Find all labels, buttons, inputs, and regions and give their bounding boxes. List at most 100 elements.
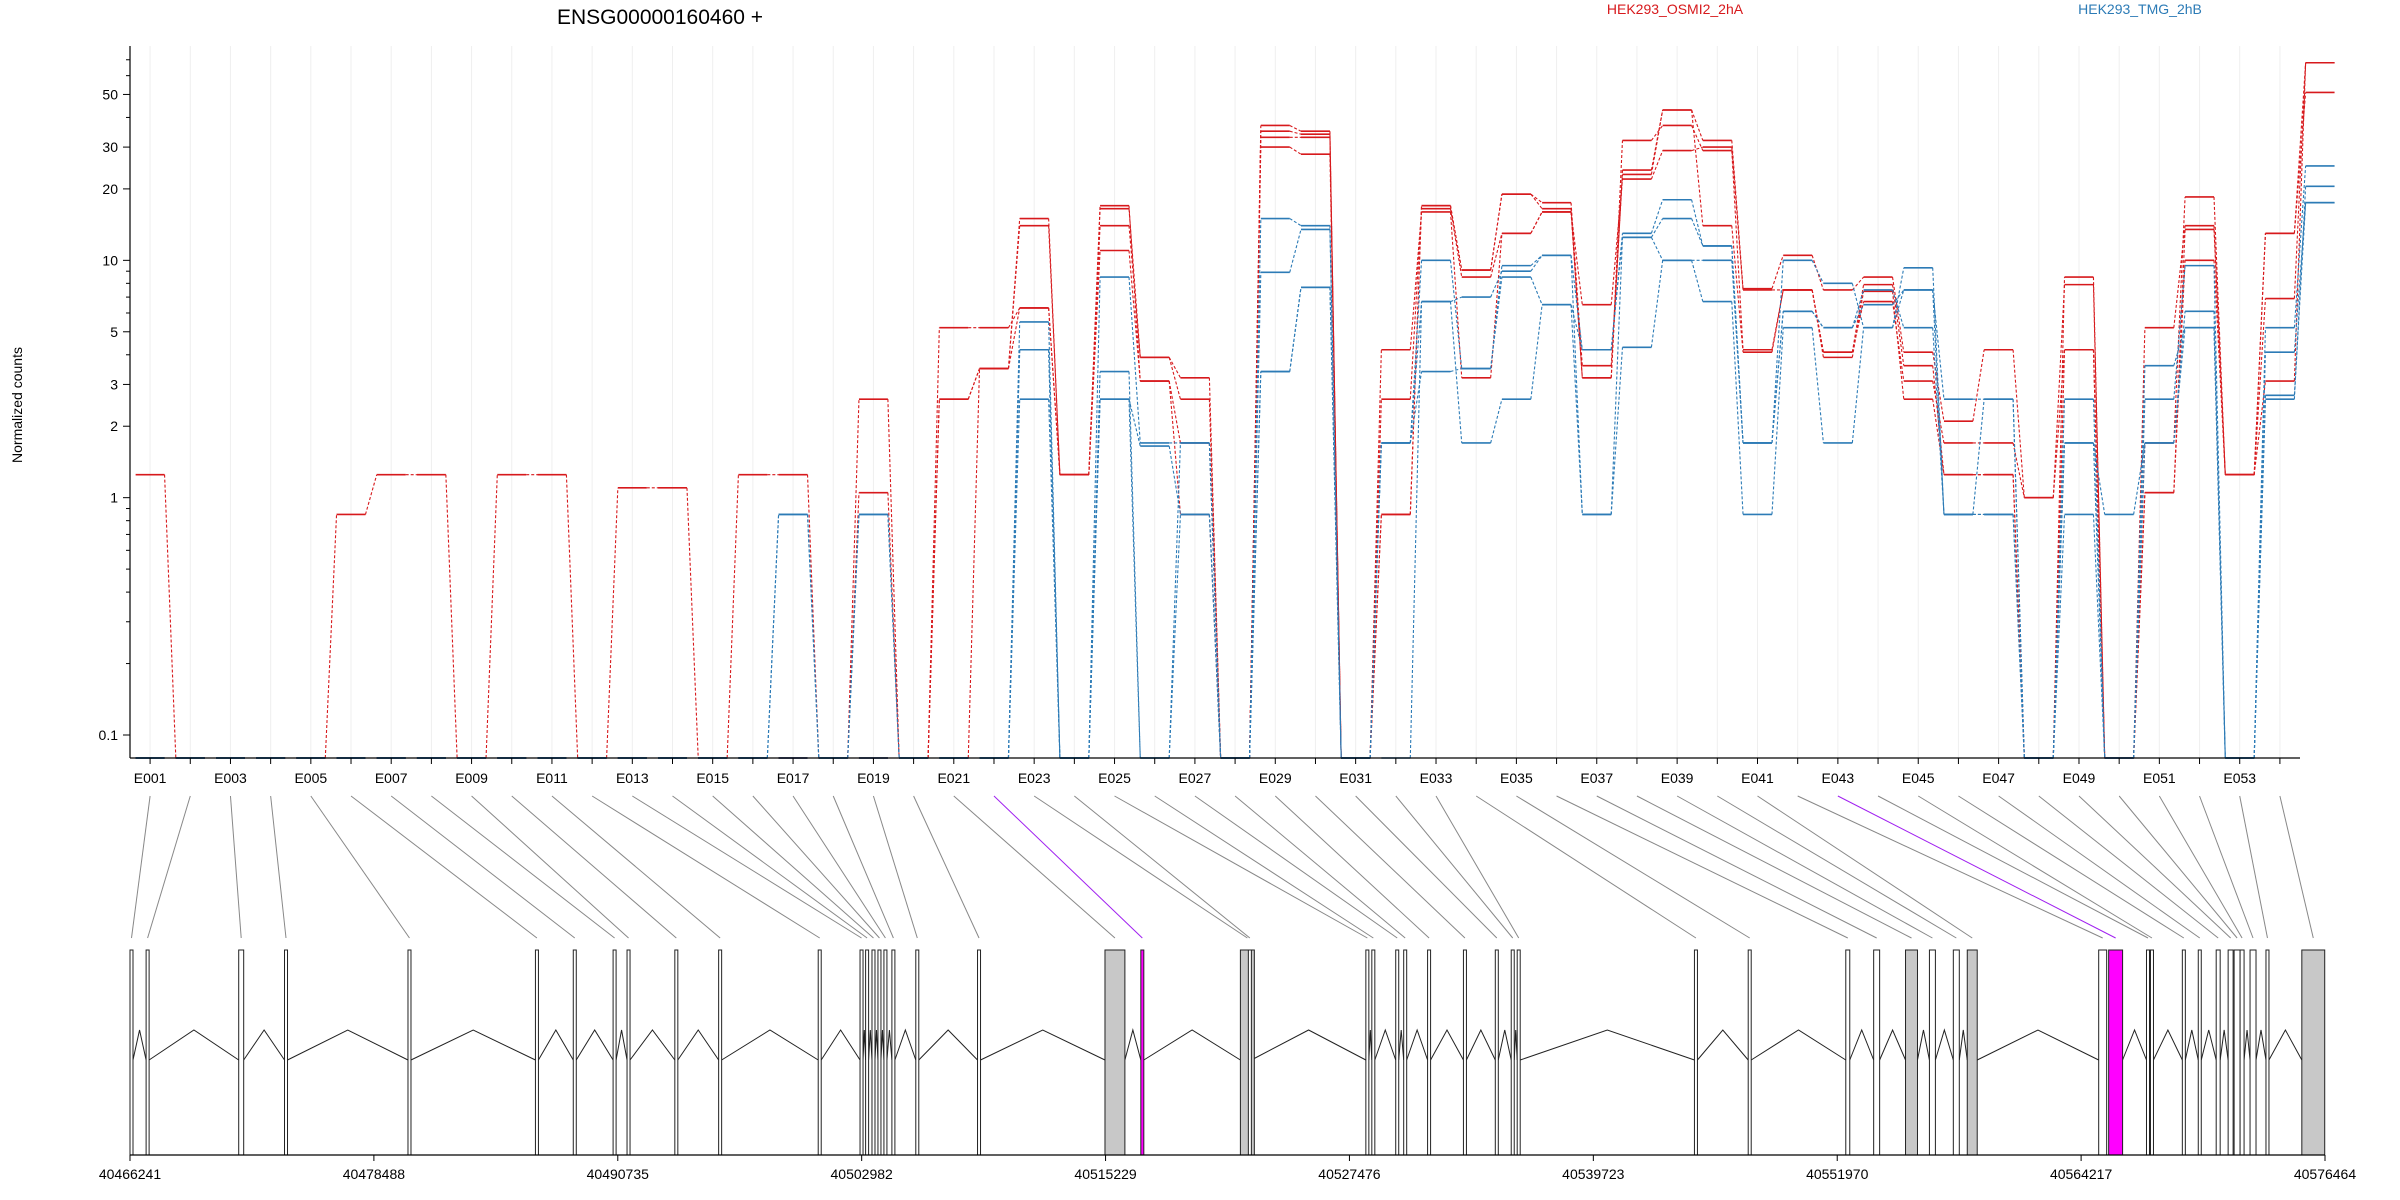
exon-connectors <box>130 795 2314 939</box>
series-connector <box>1048 307 1061 475</box>
intron <box>1697 1029 1749 1061</box>
series-connector <box>1851 289 1865 328</box>
series-connector <box>2293 62 2307 299</box>
connector <box>511 795 677 939</box>
connector <box>229 795 242 939</box>
x-tick-label: E031 <box>1339 770 1372 786</box>
exon-box <box>129 949 134 1156</box>
x-tick-label: E017 <box>777 770 810 786</box>
exon-box <box>718 949 723 1156</box>
y-tick-label: 3 <box>110 376 118 392</box>
intron <box>1251 1029 1367 1061</box>
exon-box <box>977 949 982 1156</box>
series-connector <box>1811 260 1824 284</box>
exon-box <box>2227 949 2234 1156</box>
x-tick-label: E037 <box>1580 770 1613 786</box>
series-connector <box>1007 349 1021 759</box>
intron <box>868 1029 873 1061</box>
genomic-tick-label: 40515229 <box>1074 1166 1137 1182</box>
exon-box <box>859 949 864 1156</box>
exon-box <box>2215 949 2221 1156</box>
series-connector <box>2293 165 2307 328</box>
series-connector <box>1691 125 1704 151</box>
series-connector <box>2173 229 2186 493</box>
series-connector <box>2092 514 2106 759</box>
intron <box>1520 1029 1695 1061</box>
genomic-tick-label: 40551970 <box>1806 1166 1869 1182</box>
connector <box>1435 795 1520 939</box>
connector <box>1636 795 1912 939</box>
intron <box>243 1029 285 1061</box>
intron <box>410 1029 536 1061</box>
connector <box>1114 795 1368 939</box>
series-connector <box>2012 442 2025 498</box>
exon-box <box>674 949 679 1156</box>
series-connector <box>1490 194 1503 271</box>
x-tick-label: E007 <box>375 770 408 786</box>
series-connector <box>1329 134 1342 759</box>
connector <box>2158 795 2243 939</box>
series-connector <box>1650 150 1664 180</box>
connector <box>832 795 894 939</box>
x-tick-label: E035 <box>1500 770 1533 786</box>
series-connector <box>2133 442 2146 515</box>
series-connector <box>1128 250 1141 382</box>
series-connector <box>1570 211 1583 305</box>
connector <box>712 795 874 939</box>
series-connector <box>1650 260 1664 348</box>
x-tick-label: E015 <box>696 770 729 786</box>
exon-box <box>1247 949 1252 1156</box>
intron <box>677 1029 720 1061</box>
connector <box>1717 795 1957 939</box>
series-connector <box>1972 349 1985 422</box>
connector-highlight <box>993 795 1143 939</box>
series-connector <box>1168 357 1181 400</box>
series-connector <box>1851 327 1865 444</box>
exon-box <box>1403 949 1408 1156</box>
series-connector <box>324 514 338 759</box>
exon-box <box>1510 949 1515 1156</box>
series-connector <box>1450 296 1462 303</box>
genomic-tick-label: 40576464 <box>2294 1166 2357 1182</box>
exon-box <box>572 949 577 1156</box>
connector <box>2038 795 2219 939</box>
intron <box>980 1029 1106 1061</box>
series-connector <box>2012 514 2025 759</box>
series-connector <box>2052 442 2066 759</box>
series-connector <box>2133 492 2146 759</box>
connector <box>2078 795 2231 939</box>
series-connector <box>1530 276 1543 305</box>
y-tick-label: 30 <box>102 139 118 155</box>
series-connector <box>1128 205 1141 382</box>
series-connector <box>1490 277 1503 369</box>
x-tick-label: E003 <box>214 770 247 786</box>
exon-box <box>2181 949 2186 1156</box>
exon-box <box>891 949 896 1156</box>
series-connector <box>1570 255 1583 350</box>
exon-box <box>238 949 245 1156</box>
series-connector <box>1409 208 1423 400</box>
series-connector <box>1168 514 1181 759</box>
connector <box>792 795 886 939</box>
series-connector <box>1771 327 1784 515</box>
series-connector <box>1449 301 1463 444</box>
genomic-tick-label: 40478488 <box>343 1166 406 1182</box>
series-connector <box>1289 146 1302 155</box>
intron <box>886 1029 893 1061</box>
series-connector <box>1168 445 1181 515</box>
series-connector <box>1731 147 1744 291</box>
series-connector <box>1530 304 1543 400</box>
series-connector <box>1409 205 1423 515</box>
exon-box <box>1494 949 1499 1156</box>
x-tick-label: E033 <box>1420 770 1453 786</box>
series-connector <box>1289 229 1302 273</box>
series-connector <box>1048 349 1061 759</box>
connector <box>1194 795 1398 939</box>
x-tick-label: E009 <box>455 770 488 786</box>
intron <box>2243 1029 2251 1061</box>
series-connector <box>1731 260 1744 444</box>
series-connector <box>1128 399 1141 447</box>
exon-box <box>1873 949 1881 1156</box>
exon-box <box>1427 949 1432 1156</box>
genomic-tick-label: 40490735 <box>587 1166 650 1182</box>
